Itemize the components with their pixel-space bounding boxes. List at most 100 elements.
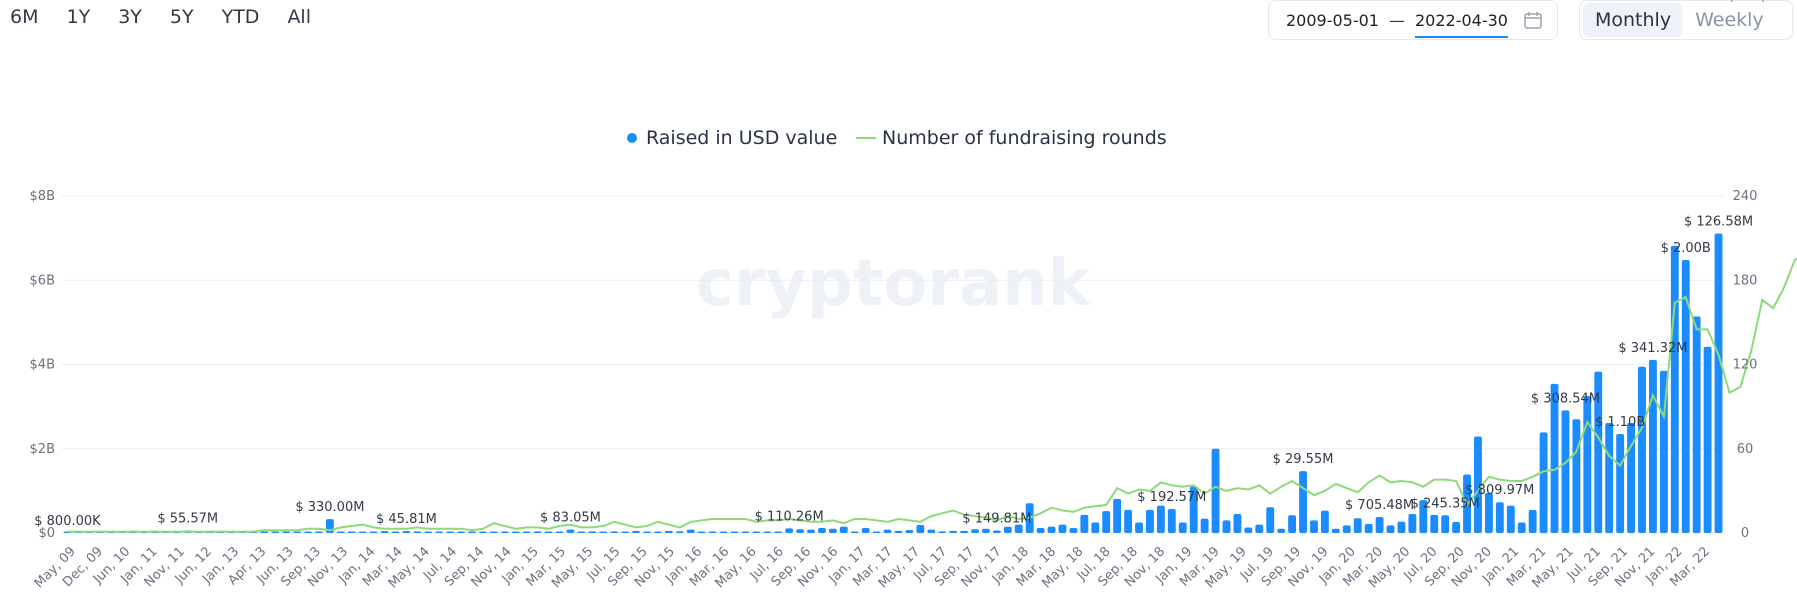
bar[interactable] bbox=[1113, 498, 1122, 533]
bar[interactable] bbox=[315, 531, 323, 534]
bar[interactable] bbox=[817, 527, 826, 533]
bar[interactable] bbox=[1375, 516, 1384, 533]
bar[interactable] bbox=[1616, 434, 1625, 533]
bar[interactable] bbox=[905, 530, 914, 533]
bar[interactable] bbox=[1233, 514, 1242, 533]
bar[interactable] bbox=[960, 530, 969, 533]
bar[interactable] bbox=[1156, 505, 1165, 533]
bar[interactable] bbox=[522, 531, 531, 534]
bar[interactable] bbox=[1146, 509, 1154, 533]
bar[interactable] bbox=[610, 531, 619, 533]
bar[interactable] bbox=[500, 531, 509, 534]
bar[interactable] bbox=[1648, 359, 1657, 533]
bar[interactable] bbox=[763, 531, 772, 534]
bar[interactable] bbox=[1703, 346, 1712, 533]
range-3y-button[interactable]: 3Y bbox=[118, 6, 142, 28]
bar[interactable] bbox=[719, 531, 728, 534]
bar[interactable] bbox=[1364, 524, 1373, 533]
bar[interactable] bbox=[1288, 515, 1297, 533]
bar[interactable] bbox=[883, 529, 892, 533]
date-end-input[interactable]: 2022-04-30 bbox=[1414, 11, 1508, 38]
bar[interactable] bbox=[927, 529, 936, 533]
range-6m-button[interactable]: 6M bbox=[10, 6, 39, 28]
bar[interactable] bbox=[982, 528, 990, 533]
bar[interactable] bbox=[1474, 436, 1482, 533]
bar[interactable] bbox=[1528, 509, 1537, 533]
bar[interactable] bbox=[1331, 528, 1340, 533]
bar[interactable] bbox=[391, 531, 400, 534]
bar[interactable] bbox=[664, 530, 673, 533]
bar[interactable] bbox=[1091, 522, 1100, 533]
bar[interactable] bbox=[347, 531, 356, 534]
bar[interactable] bbox=[1299, 471, 1307, 533]
bar[interactable] bbox=[271, 531, 280, 534]
bar[interactable] bbox=[774, 531, 783, 534]
bar[interactable] bbox=[1539, 432, 1548, 533]
bar[interactable] bbox=[435, 531, 444, 534]
legend-line-label[interactable]: Number of fundraising rounds bbox=[882, 127, 1167, 149]
bar[interactable] bbox=[894, 530, 903, 533]
bar[interactable] bbox=[1681, 260, 1690, 533]
bar[interactable] bbox=[1124, 509, 1133, 533]
date-start-input[interactable]: 2009-05-01 bbox=[1286, 10, 1379, 30]
range-all-button[interactable]: All bbox=[287, 6, 311, 28]
bar[interactable] bbox=[1550, 383, 1559, 533]
bar[interactable] bbox=[369, 531, 378, 534]
bar[interactable] bbox=[1222, 520, 1231, 533]
bar[interactable] bbox=[1320, 510, 1329, 533]
bar[interactable] bbox=[796, 529, 804, 533]
monthly-toggle-button[interactable]: Monthly bbox=[1583, 3, 1684, 37]
bar[interactable] bbox=[446, 531, 455, 534]
bar[interactable] bbox=[577, 531, 586, 534]
bar[interactable] bbox=[380, 531, 389, 533]
bar[interactable] bbox=[1167, 508, 1176, 533]
bar[interactable] bbox=[1080, 514, 1089, 533]
bar[interactable] bbox=[1561, 410, 1570, 533]
bar[interactable] bbox=[1397, 521, 1406, 533]
calendar-icon[interactable] bbox=[1523, 10, 1543, 34]
bar[interactable] bbox=[1036, 527, 1045, 533]
bar[interactable] bbox=[1211, 448, 1220, 533]
bar[interactable] bbox=[1342, 525, 1351, 533]
bar[interactable] bbox=[1255, 524, 1264, 533]
bar[interactable] bbox=[599, 531, 608, 534]
bar[interactable] bbox=[336, 531, 345, 534]
bar[interactable] bbox=[544, 531, 553, 534]
bar[interactable] bbox=[1441, 515, 1450, 533]
bar[interactable] bbox=[1003, 526, 1012, 533]
bar[interactable] bbox=[533, 531, 542, 533]
bar[interactable] bbox=[1506, 505, 1515, 533]
bar[interactable] bbox=[402, 531, 411, 533]
bar[interactable] bbox=[1277, 528, 1286, 533]
bar[interactable] bbox=[1583, 396, 1592, 533]
bar[interactable] bbox=[621, 531, 630, 534]
bar[interactable] bbox=[304, 531, 312, 534]
bar[interactable] bbox=[555, 531, 564, 534]
bar[interactable] bbox=[916, 524, 925, 533]
bar[interactable] bbox=[457, 531, 466, 534]
bar[interactable] bbox=[260, 531, 269, 534]
bar[interactable] bbox=[1594, 371, 1603, 533]
bar[interactable] bbox=[413, 531, 422, 534]
bar[interactable] bbox=[1069, 527, 1078, 533]
rounds-line-path[interactable] bbox=[67, 214, 1797, 533]
bar[interactable] bbox=[741, 531, 750, 534]
bar[interactable] bbox=[992, 530, 1001, 533]
date-range-picker[interactable]: 2009-05-01 — 2022-04-30 bbox=[1268, 0, 1558, 40]
range-ytd-button[interactable]: YTD bbox=[221, 6, 260, 28]
bar[interactable] bbox=[1178, 522, 1187, 533]
bar[interactable] bbox=[872, 531, 881, 534]
bar[interactable] bbox=[1353, 518, 1362, 533]
bar[interactable] bbox=[828, 528, 837, 533]
bar[interactable] bbox=[1047, 526, 1056, 533]
bar[interactable] bbox=[1714, 233, 1723, 533]
bar[interactable] bbox=[1495, 502, 1504, 533]
bar[interactable] bbox=[282, 531, 291, 534]
bar[interactable] bbox=[358, 531, 367, 534]
bar[interactable] bbox=[1692, 316, 1701, 533]
bar[interactable] bbox=[1014, 524, 1023, 533]
bar[interactable] bbox=[697, 531, 706, 534]
bar[interactable] bbox=[1638, 366, 1646, 533]
bar[interactable] bbox=[1430, 514, 1439, 533]
bar[interactable] bbox=[511, 531, 520, 534]
